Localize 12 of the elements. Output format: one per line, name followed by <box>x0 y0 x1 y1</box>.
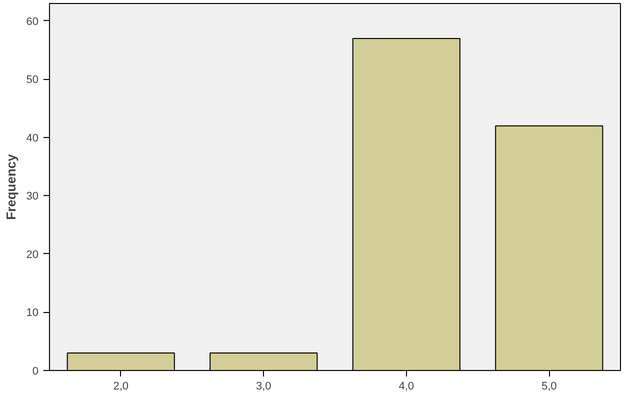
y-tick-label: 20 <box>26 248 39 261</box>
x-tick-label: 2,0 <box>113 380 129 392</box>
y-tick-label: 40 <box>26 132 39 144</box>
y-axis-title: Frequency <box>3 153 18 220</box>
x-tick-label: 5,0 <box>541 380 557 392</box>
y-tick-label: 0 <box>32 366 39 378</box>
x-tick-label: 3,0 <box>256 380 272 392</box>
y-tick-label: 50 <box>26 74 39 86</box>
y-tick-label: 30 <box>26 190 39 203</box>
y-tick-label: 10 <box>26 307 39 320</box>
x-tick-label: 4,0 <box>398 380 414 392</box>
y-tick-label: 60 <box>26 16 39 28</box>
